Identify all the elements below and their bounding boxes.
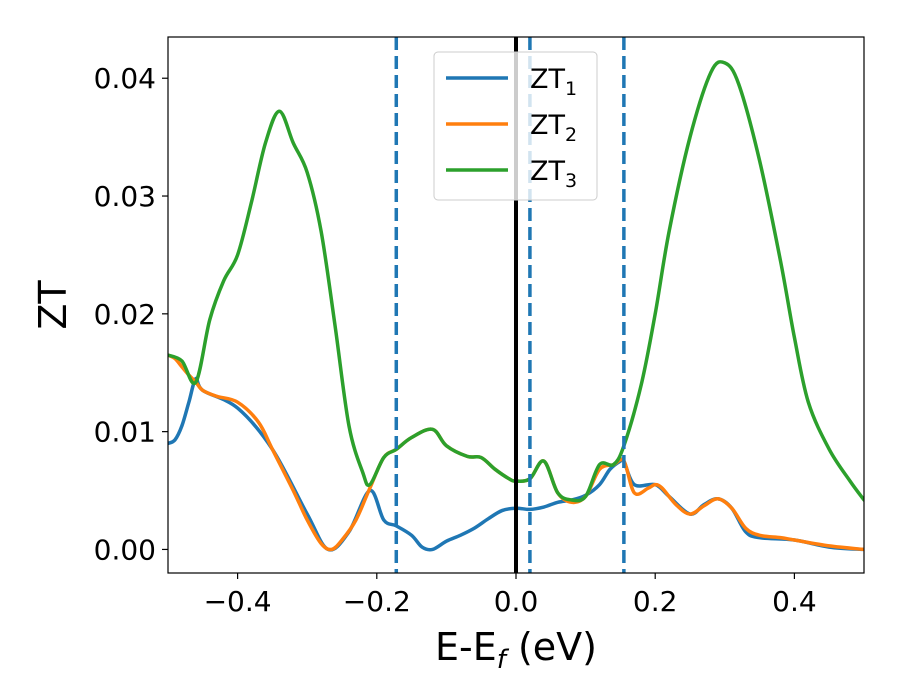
x-tick-label: −0.2: [343, 585, 411, 618]
x-tick-label: 0.2: [633, 585, 678, 618]
y-axis-label: ZT: [31, 280, 75, 330]
x-axis: −0.4 −0.2 0.0 0.2 0.4: [204, 573, 817, 618]
x-axis-label-unit: (eV): [506, 625, 597, 669]
series-line-zt3: [168, 60, 864, 503]
y-tick-label: 0.01: [94, 416, 156, 449]
x-tick-label: 0.4: [772, 585, 817, 618]
plot-area: [168, 60, 864, 552]
x-tick-label: 0.0: [494, 585, 539, 618]
legend-label-zt1: ZT1: [530, 64, 577, 100]
y-tick-label: 0.02: [94, 298, 156, 331]
x-axis-label: E-Ef (eV): [435, 625, 597, 675]
y-axis: 0.00 0.01 0.02 0.03 0.04: [94, 62, 168, 566]
y-tick-label: 0.04: [94, 62, 156, 95]
x-tick-label: −0.4: [204, 585, 272, 618]
legend-label-zt2: ZT2: [530, 110, 577, 146]
legend-box: [433, 51, 598, 201]
legend: ZT1 ZT2 ZT3: [433, 51, 598, 201]
y-tick-label: 0.03: [94, 180, 156, 213]
y-tick-label: 0.00: [94, 533, 156, 566]
legend-label-zt3: ZT3: [530, 156, 577, 192]
